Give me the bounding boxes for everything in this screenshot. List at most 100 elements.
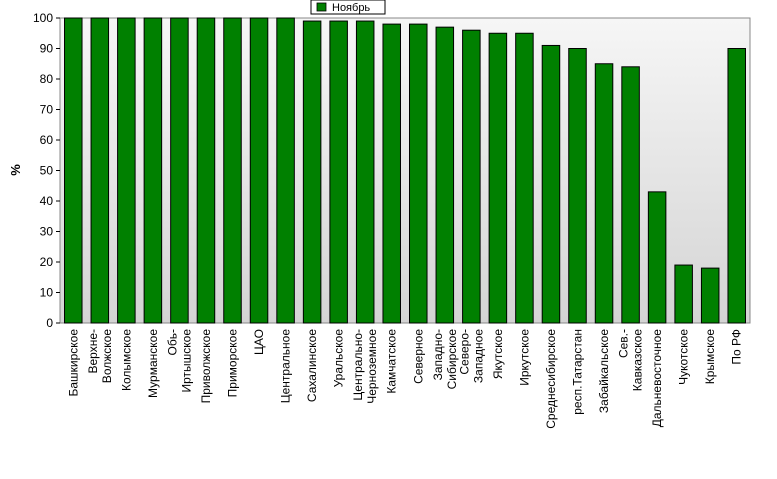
bar [727, 48, 746, 324]
bar [90, 17, 110, 324]
x-tick-label-line: респ.Татарстан [571, 329, 585, 415]
bar [249, 17, 269, 324]
x-tick-label: Приморское [226, 329, 240, 398]
bar [382, 23, 401, 324]
x-tick-label: Камчатское [385, 329, 399, 394]
bar [515, 32, 534, 324]
x-tick-label-line: Обь- [165, 329, 179, 355]
x-tick-label: Обь-Иртышское [165, 329, 193, 393]
x-tick-label-line: Северо- [457, 329, 471, 375]
x-tick-label-line: Центральное [279, 329, 293, 404]
bar [594, 63, 614, 324]
x-tick-label: Чукотское [677, 329, 691, 385]
bar [568, 48, 587, 324]
x-tick-label: Колымское [119, 329, 133, 391]
x-tick-label: Сев.-Кавказское [617, 329, 645, 392]
x-tick-label-line: Иртышское [179, 329, 193, 393]
bar [700, 267, 720, 324]
x-tick-label: ЦАО [252, 329, 266, 355]
bar [143, 17, 163, 324]
x-tick-label-line: Сибирское [445, 329, 459, 390]
y-axis: 0 10 20 30 40 50 60 70 80 90 100 [33, 11, 60, 330]
legend-label: Ноябрь [332, 2, 370, 14]
bar [647, 191, 667, 324]
x-tick-label-line: ЦАО [252, 329, 266, 355]
x-tick-label-line: Приморское [226, 329, 240, 398]
bar [223, 17, 242, 324]
bar [621, 66, 640, 324]
legend-box [310, 0, 386, 15]
y-tick-label: 50 [40, 164, 54, 178]
x-tick-label-line: Иркутское [517, 329, 531, 386]
x-tick-label-line: Чукотское [677, 329, 691, 385]
x-tick-label-line: Башкирское [66, 329, 80, 397]
x-tick-label: Дальневосточное [650, 329, 664, 428]
bar [329, 20, 348, 324]
x-tick-label-line: Дальневосточное [650, 329, 664, 428]
bar [276, 17, 295, 324]
bar [355, 20, 375, 324]
x-tick-label-line: Верхне- [86, 329, 100, 374]
x-tick-label: Верхне-Волжское [86, 329, 114, 384]
legend-swatch [316, 2, 327, 12]
bars [64, 17, 746, 324]
x-tick-label-line: Черноземное [365, 329, 379, 404]
bar [117, 17, 136, 324]
x-tick-label-line: Среднесибирское [544, 329, 558, 429]
x-tick-label: Якутское [491, 329, 505, 379]
bar [435, 26, 455, 324]
x-tick-label-line: Якутское [491, 329, 505, 379]
x-tick-label-line: Мурманское [146, 329, 160, 398]
x-tick-label: Мурманское [146, 329, 160, 398]
bar [541, 44, 561, 324]
x-tick-label-line: Западное [471, 329, 485, 383]
x-tick-label-line: Сев.- [617, 329, 631, 358]
x-tick-label-line: Камчатское [385, 329, 399, 394]
x-tick-label: Центральное [279, 329, 293, 404]
x-tick-label: По РФ [730, 329, 744, 365]
x-tick-label-line: Колымское [119, 329, 133, 391]
bar [462, 29, 481, 324]
x-tick-label: Среднесибирское [544, 329, 558, 429]
x-tick-label: Центрально-Черноземное [351, 329, 379, 404]
x-tick-label-line: Кавказское [631, 329, 645, 392]
y-tick-label: 20 [40, 255, 54, 269]
y-axis-label: % [8, 164, 23, 176]
x-tick-label-line: Центрально- [351, 329, 365, 401]
x-tick-label-line: Волжское [100, 329, 114, 384]
x-tick-label: Уральское [332, 329, 346, 388]
y-tick-label: 10 [40, 286, 54, 300]
bar [302, 20, 322, 324]
y-tick-label: 100 [33, 11, 53, 25]
bar [196, 17, 216, 324]
x-tick-label: Башкирское [66, 329, 80, 397]
x-tick-label: Забайкальское [597, 329, 611, 413]
x-tick-label: Северо-Западное [457, 329, 485, 383]
x-tick-label: Северное [411, 329, 425, 384]
y-tick-label: 70 [40, 103, 54, 117]
x-tick-label-line: Забайкальское [597, 329, 611, 413]
y-tick-label: 80 [40, 72, 54, 86]
bar [409, 23, 428, 324]
x-tick-label-line: Северное [411, 329, 425, 384]
bar [674, 264, 693, 324]
x-tick-label-line: Крымское [703, 329, 717, 385]
x-axis: Башкирское Верхне-Волжское Колымское Мурман… [66, 329, 743, 429]
x-tick-label: Крымское [703, 329, 717, 385]
x-tick-label: Приволжское [199, 329, 213, 404]
x-tick-label-line: Уральское [332, 329, 346, 388]
x-tick-label-line: По РФ [730, 329, 744, 365]
y-tick-label: 40 [40, 194, 54, 208]
x-tick-label: Иркутское [517, 329, 531, 386]
bar [64, 17, 83, 324]
y-tick-label: 60 [40, 133, 54, 147]
y-tick-label: 30 [40, 225, 54, 239]
x-tick-label-line: Западно- [431, 329, 445, 380]
y-tick-label: 0 [46, 316, 53, 330]
bar [170, 17, 189, 324]
x-tick-label-line: Сахалинское [305, 329, 319, 402]
x-tick-label: Западно-Сибирское [431, 329, 459, 390]
bar [488, 32, 508, 324]
x-tick-label-line: Приволжское [199, 329, 213, 404]
